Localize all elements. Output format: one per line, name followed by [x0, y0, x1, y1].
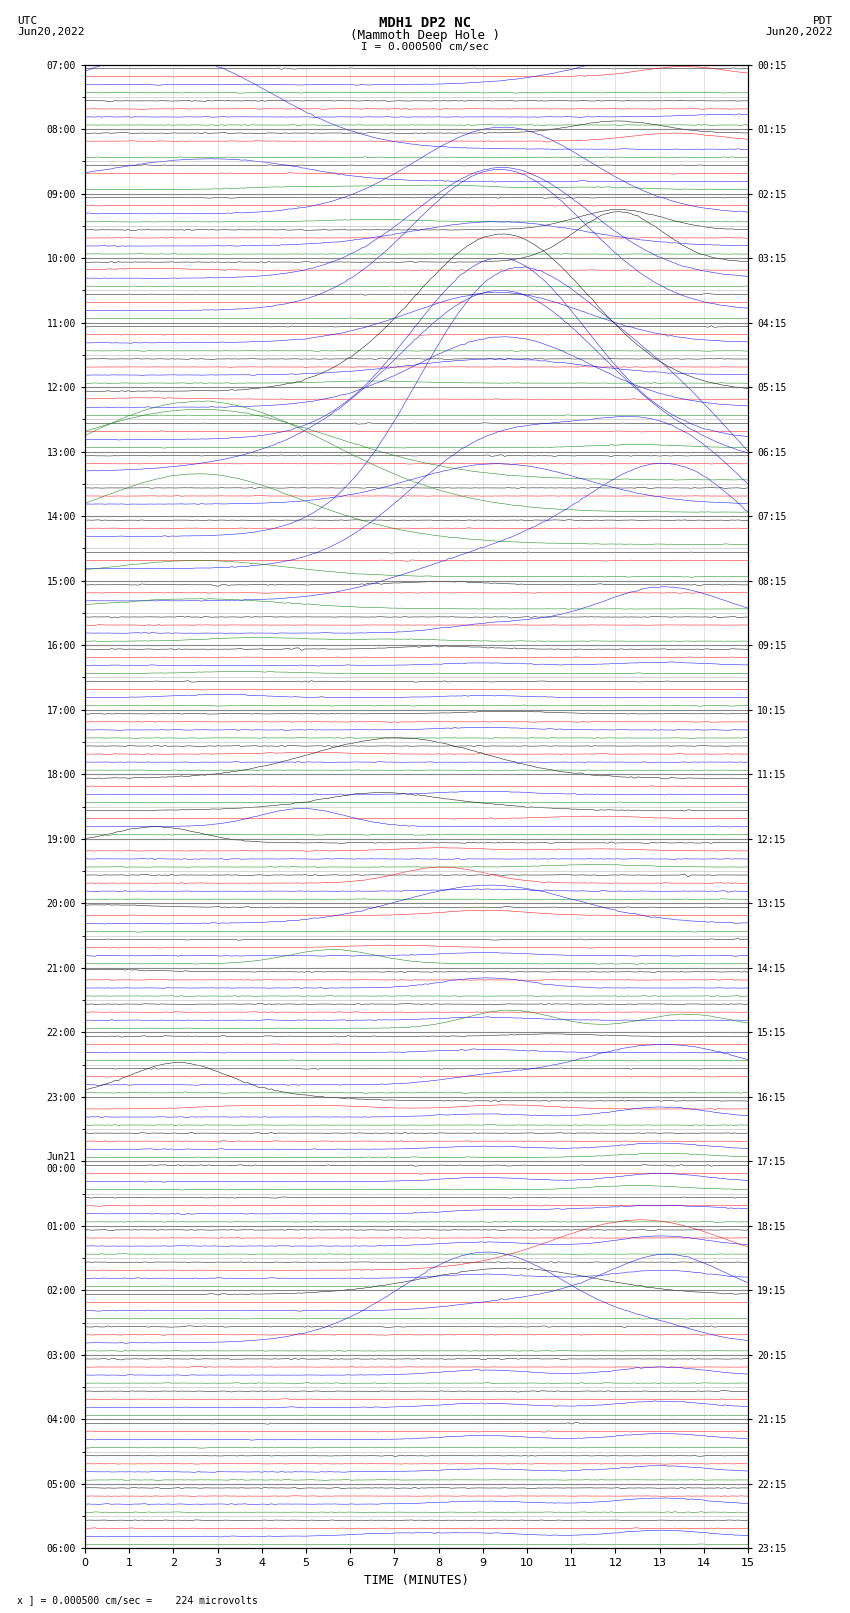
Text: Jun20,2022: Jun20,2022 [766, 27, 833, 37]
Text: I = 0.000500 cm/sec: I = 0.000500 cm/sec [361, 42, 489, 52]
Text: Jun20,2022: Jun20,2022 [17, 27, 84, 37]
Text: UTC: UTC [17, 16, 37, 26]
X-axis label: TIME (MINUTES): TIME (MINUTES) [364, 1574, 469, 1587]
Text: x ] = 0.000500 cm/sec =    224 microvolts: x ] = 0.000500 cm/sec = 224 microvolts [17, 1595, 258, 1605]
Text: MDH1 DP2 NC: MDH1 DP2 NC [379, 16, 471, 31]
Text: PDT: PDT [813, 16, 833, 26]
Text: (Mammoth Deep Hole ): (Mammoth Deep Hole ) [350, 29, 500, 42]
